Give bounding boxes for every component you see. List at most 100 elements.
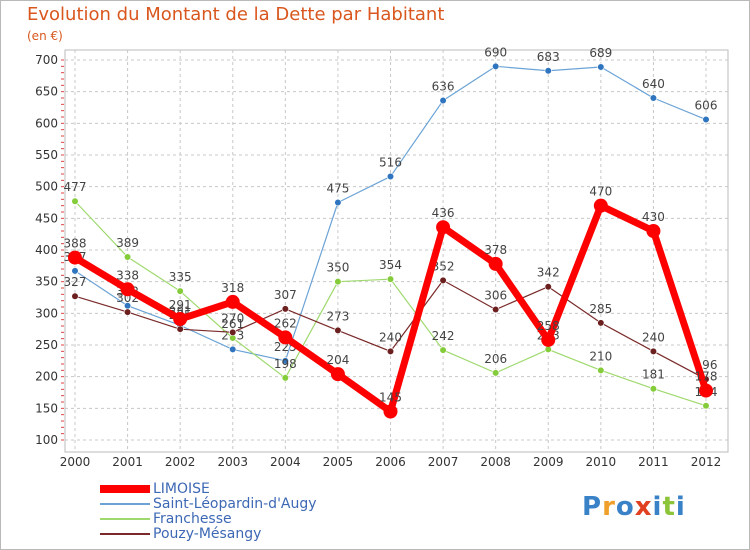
x-tick-label: 2003 [217,455,248,469]
data-point [646,224,660,238]
data-point [703,116,710,123]
line-chart: 100 150 200 250 300 350 400 450 500 550 600 650 700 2… [0,0,750,480]
data-label: 388 [64,237,87,251]
legend-swatch [100,518,150,520]
data-label: 307 [274,288,297,302]
x-tick-label: 2012 [691,455,722,469]
legend-item: Franchesse [100,512,380,527]
y-tick-label: 550 [35,148,58,162]
data-label: 291 [169,298,192,312]
y-tick-label: 400 [35,243,58,257]
data-label: 342 [537,266,560,280]
data-point [387,173,394,180]
data-label: 683 [537,50,560,64]
x-tick-label: 2004 [270,455,301,469]
y-tick-label: 100 [35,433,58,447]
legend-item: LIMOISE [100,482,380,497]
data-point [492,306,499,313]
data-label: 270 [221,311,244,325]
y-tick-label: 300 [35,306,58,320]
data-point [124,309,131,316]
data-label: 318 [221,281,244,295]
logo-letter: t [662,492,675,522]
data-point [650,385,657,392]
data-label: 273 [326,309,349,323]
data-point [72,198,79,205]
data-point [598,64,605,71]
legend-swatch [100,503,150,505]
data-point [650,95,657,102]
data-label: 690 [484,45,507,59]
proxiti-logo: Proxiti [582,492,686,522]
data-point [173,312,187,326]
x-tick-label: 2007 [428,455,459,469]
data-point [387,276,394,283]
y-tick-label: 450 [35,211,58,225]
data-label: 204 [326,353,349,367]
data-point [598,320,605,327]
data-label: 470 [589,185,612,199]
data-point [541,333,555,347]
data-label: 430 [642,210,665,224]
x-tick-label: 2002 [165,455,196,469]
x-tick-label: 2011 [638,455,669,469]
data-label: 206 [484,352,507,366]
logo-letter: r [602,492,616,522]
y-tick-label: 150 [35,401,58,415]
legend-item: Saint-Léopardin-d'Augy [100,497,380,512]
x-tick-label: 2005 [323,455,354,469]
y-tick-label: 350 [35,275,58,289]
logo-letter: x [635,492,653,522]
data-point [545,283,552,290]
data-label: 640 [642,77,665,91]
data-point [384,405,398,419]
data-point [699,384,713,398]
data-point [282,375,289,382]
data-point [335,199,342,206]
x-tick-label: 2008 [480,455,511,469]
data-label: 306 [484,289,507,303]
data-point [489,257,503,271]
data-label: 689 [589,46,612,60]
y-tick-label: 200 [35,370,58,384]
data-point [177,288,184,295]
data-label: 338 [116,268,139,282]
data-label: 335 [169,270,192,284]
data-label: 477 [64,180,87,194]
data-point [226,295,240,309]
data-point [278,330,292,344]
data-label: 354 [379,258,402,272]
logo-letter: i [676,492,686,522]
x-tick-label: 2006 [375,455,406,469]
data-label: 242 [432,329,455,343]
data-point [124,254,131,261]
data-point [229,329,236,336]
data-point [436,220,450,234]
legend-swatch [100,485,150,493]
y-tick-label: 600 [35,116,58,130]
data-label: 240 [642,330,665,344]
x-tick-label: 2000 [60,455,91,469]
legend-label: Pouzy-Mésangy [153,526,261,542]
data-label: 258 [537,319,560,333]
y-tick-label: 250 [35,338,58,352]
data-point [72,293,79,300]
data-label: 389 [116,236,139,250]
data-label: 285 [589,302,612,316]
data-label: 145 [379,391,402,405]
data-label: 475 [326,182,349,196]
data-label: 636 [432,80,455,94]
data-point [492,370,499,377]
y-tick-label: 650 [35,85,58,99]
data-label: 436 [432,206,455,220]
data-label: 606 [695,99,718,113]
data-label: 198 [274,357,297,371]
logo-letter: o [616,492,635,522]
data-point [440,97,447,104]
data-point [440,347,447,354]
data-label: 181 [642,368,665,382]
data-point [335,278,342,285]
data-point [331,367,345,381]
legend-item: Pouzy-Mésangy [100,527,380,542]
data-point [121,282,135,296]
